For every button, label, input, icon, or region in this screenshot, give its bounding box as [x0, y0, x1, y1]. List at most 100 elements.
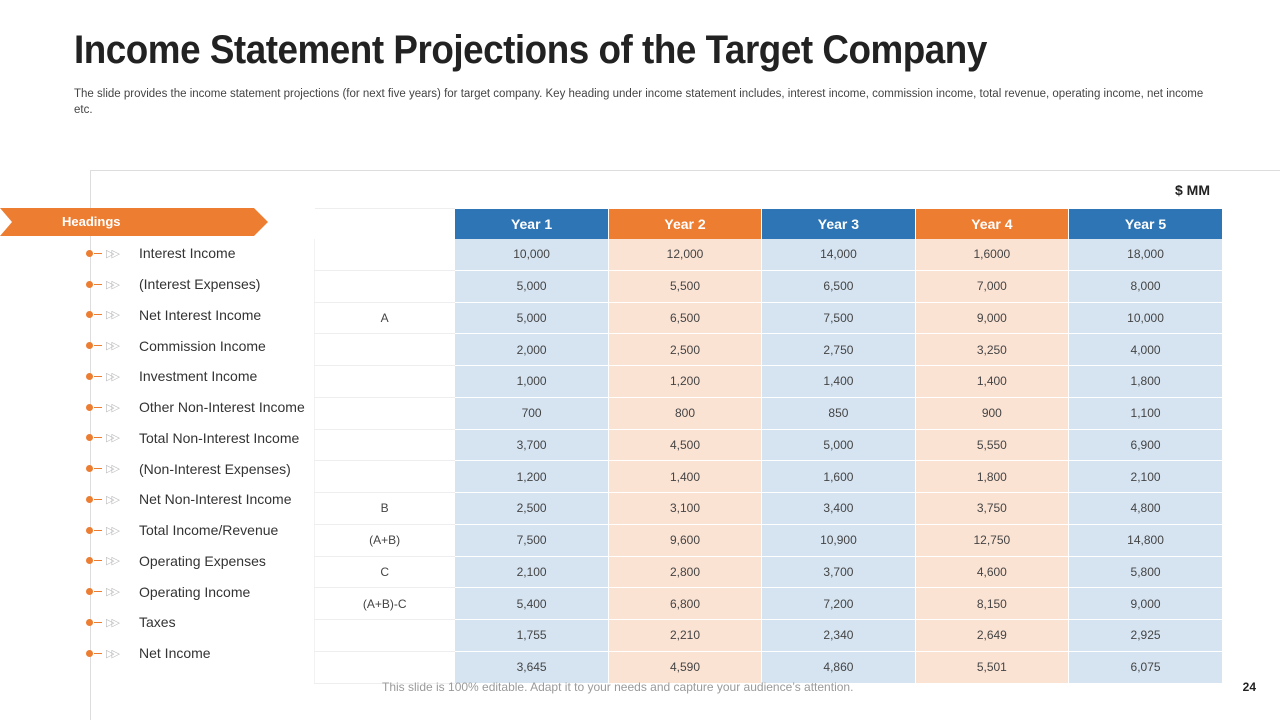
table-row: 1,000 1,200 1,400 1,400 1,800: [313, 365, 1222, 398]
dot-icon: [86, 280, 93, 288]
year-header-4: Year 4: [914, 208, 1069, 239]
year-header-3: Year 3: [761, 208, 916, 239]
double-chevron-right-icon: ▷▷: [106, 309, 120, 322]
row-heading-label: Net Interest Income: [139, 306, 262, 323]
value-cell-year-4: 9,000: [914, 302, 1069, 335]
value-cell-year-5: 14,800: [1068, 524, 1222, 557]
value-cell-year-1: 1,755: [454, 619, 609, 652]
banner-arrow-icon: [0, 208, 268, 236]
value-cell-year-4: 5,550: [914, 429, 1069, 462]
double-chevron-right-icon: ▷▷: [106, 340, 120, 353]
double-chevron-right-icon: ▷▷: [106, 586, 120, 599]
double-chevron-right-icon: ▷▷: [106, 616, 120, 629]
dot-icon: [86, 526, 93, 534]
value-cell-year-1: 10,000: [454, 239, 609, 271]
dot-icon: [86, 465, 93, 473]
value-cell-year-4: 3,250: [914, 333, 1069, 366]
ref-column-header: [314, 208, 455, 239]
table-row: 3,700 4,500 5,000 5,550 6,900: [313, 429, 1222, 462]
value-cell-year-4: 1,400: [914, 365, 1069, 398]
value-cell-year-2: 12,000: [607, 239, 762, 271]
row-reference: [313, 365, 455, 398]
table-row: (A+B) 7,500 9,600 10,900 12,750 14,800: [313, 524, 1222, 557]
dot-icon: [86, 342, 93, 350]
value-cell-year-1: 1,200: [454, 460, 609, 493]
value-cell-year-2: 4,500: [607, 429, 762, 462]
value-cell-year-5: 10,000: [1068, 302, 1222, 335]
row-heading: ▷▷ Commission Income: [84, 330, 314, 361]
value-cell-year-2: 2,210: [607, 619, 762, 652]
row-heading-label: Net Income: [139, 645, 211, 662]
value-cell-year-3: 5,000: [761, 429, 916, 462]
value-cell-year-2: 6,500: [607, 302, 762, 335]
value-cell-year-2: 9,600: [607, 524, 762, 557]
value-cell-year-5: 6,075: [1068, 651, 1222, 684]
row-heading-label: Total Non-Interest Income: [139, 429, 300, 446]
headings-label: Headings: [62, 214, 121, 229]
table-row: A 5,000 6,500 7,500 9,000 10,000: [313, 302, 1222, 335]
double-chevron-right-icon: ▷▷: [106, 278, 120, 291]
value-cell-year-3: 3,400: [761, 492, 916, 525]
value-cell-year-5: 1,100: [1068, 397, 1222, 430]
value-cell-year-4: 1,800: [914, 460, 1069, 493]
connector-line: [94, 591, 102, 593]
table-row: 5,000 5,500 6,500 7,000 8,000: [313, 270, 1222, 303]
dot-icon: [86, 372, 93, 380]
row-labels-list: ▷▷ Interest Income ▷▷ (Interest Expenses) ▷▷…: [84, 238, 314, 669]
double-chevron-right-icon: ▷▷: [106, 493, 120, 506]
row-heading-label: (Interest Expenses): [139, 276, 261, 293]
table-row: 1,200 1,400 1,600 1,800 2,100: [313, 460, 1222, 493]
row-heading: ▷▷ Total Income/Revenue: [84, 515, 314, 546]
dot-icon: [86, 557, 93, 565]
row-heading: ▷▷ Net Interest Income: [84, 300, 314, 331]
dot-icon: [86, 588, 93, 596]
year-header-2: Year 2: [607, 208, 762, 239]
value-cell-year-1: 5,000: [454, 270, 609, 303]
table-body: 10,000 12,000 14,000 1,6000 18,000 5,000 5,500…: [313, 239, 1222, 684]
value-cell-year-3: 1,600: [761, 460, 916, 493]
double-chevron-right-icon: ▷▷: [106, 463, 120, 476]
row-heading-label: Interest Income: [139, 245, 236, 262]
value-cell-year-4: 1,6000: [914, 239, 1069, 271]
connector-line: [94, 406, 102, 408]
unit-label: $ MM: [1175, 182, 1210, 198]
projections-table-wrapper: Year 1 Year 2 Year 3 Year 4 Year 5 10,000 12,…: [313, 208, 1222, 684]
value-cell-year-4: 3,750: [914, 492, 1069, 525]
value-cell-year-3: 7,200: [761, 587, 916, 620]
value-cell-year-3: 10,900: [761, 524, 916, 557]
value-cell-year-3: 1,400: [761, 365, 916, 398]
connector-line: [94, 498, 102, 500]
row-heading: ▷▷ Net Non-Interest Income: [84, 484, 314, 515]
value-cell-year-3: 6,500: [761, 270, 916, 303]
row-reference: B: [313, 492, 455, 525]
row-heading-label: Operating Expenses: [139, 552, 266, 569]
value-cell-year-1: 1,000: [454, 365, 609, 398]
year-header-5: Year 5: [1068, 208, 1222, 239]
value-cell-year-4: 900: [914, 397, 1069, 430]
value-cell-year-3: 7,500: [761, 302, 916, 335]
value-cell-year-5: 9,000: [1068, 587, 1222, 620]
headings-banner: Headings: [0, 208, 268, 236]
value-cell-year-4: 7,000: [914, 270, 1069, 303]
value-cell-year-3: 14,000: [761, 239, 916, 271]
row-heading: ▷▷ Other Non-Interest Income: [84, 392, 314, 423]
double-chevron-right-icon: ▷▷: [106, 647, 120, 660]
row-reference: [313, 460, 455, 493]
double-chevron-right-icon: ▷▷: [106, 401, 120, 414]
value-cell-year-5: 2,100: [1068, 460, 1222, 493]
table-row: C 2,100 2,800 3,700 4,600 5,800: [313, 556, 1222, 589]
table-row: B 2,500 3,100 3,400 3,750 4,800: [313, 492, 1222, 525]
double-chevron-right-icon: ▷▷: [106, 247, 120, 260]
value-cell-year-3: 2,750: [761, 333, 916, 366]
double-chevron-right-icon: ▷▷: [106, 432, 120, 445]
value-cell-year-5: 4,800: [1068, 492, 1222, 525]
row-heading: ▷▷ Total Non-Interest Income: [84, 423, 314, 454]
row-heading-label: (Non-Interest Expenses): [139, 460, 291, 477]
value-cell-year-2: 2,800: [607, 556, 762, 589]
double-chevron-right-icon: ▷▷: [106, 370, 120, 383]
value-cell-year-2: 2,500: [607, 333, 762, 366]
row-reference: [313, 270, 455, 303]
connector-line: [94, 252, 102, 254]
row-reference: [313, 651, 455, 684]
row-reference: (A+B): [313, 524, 455, 557]
